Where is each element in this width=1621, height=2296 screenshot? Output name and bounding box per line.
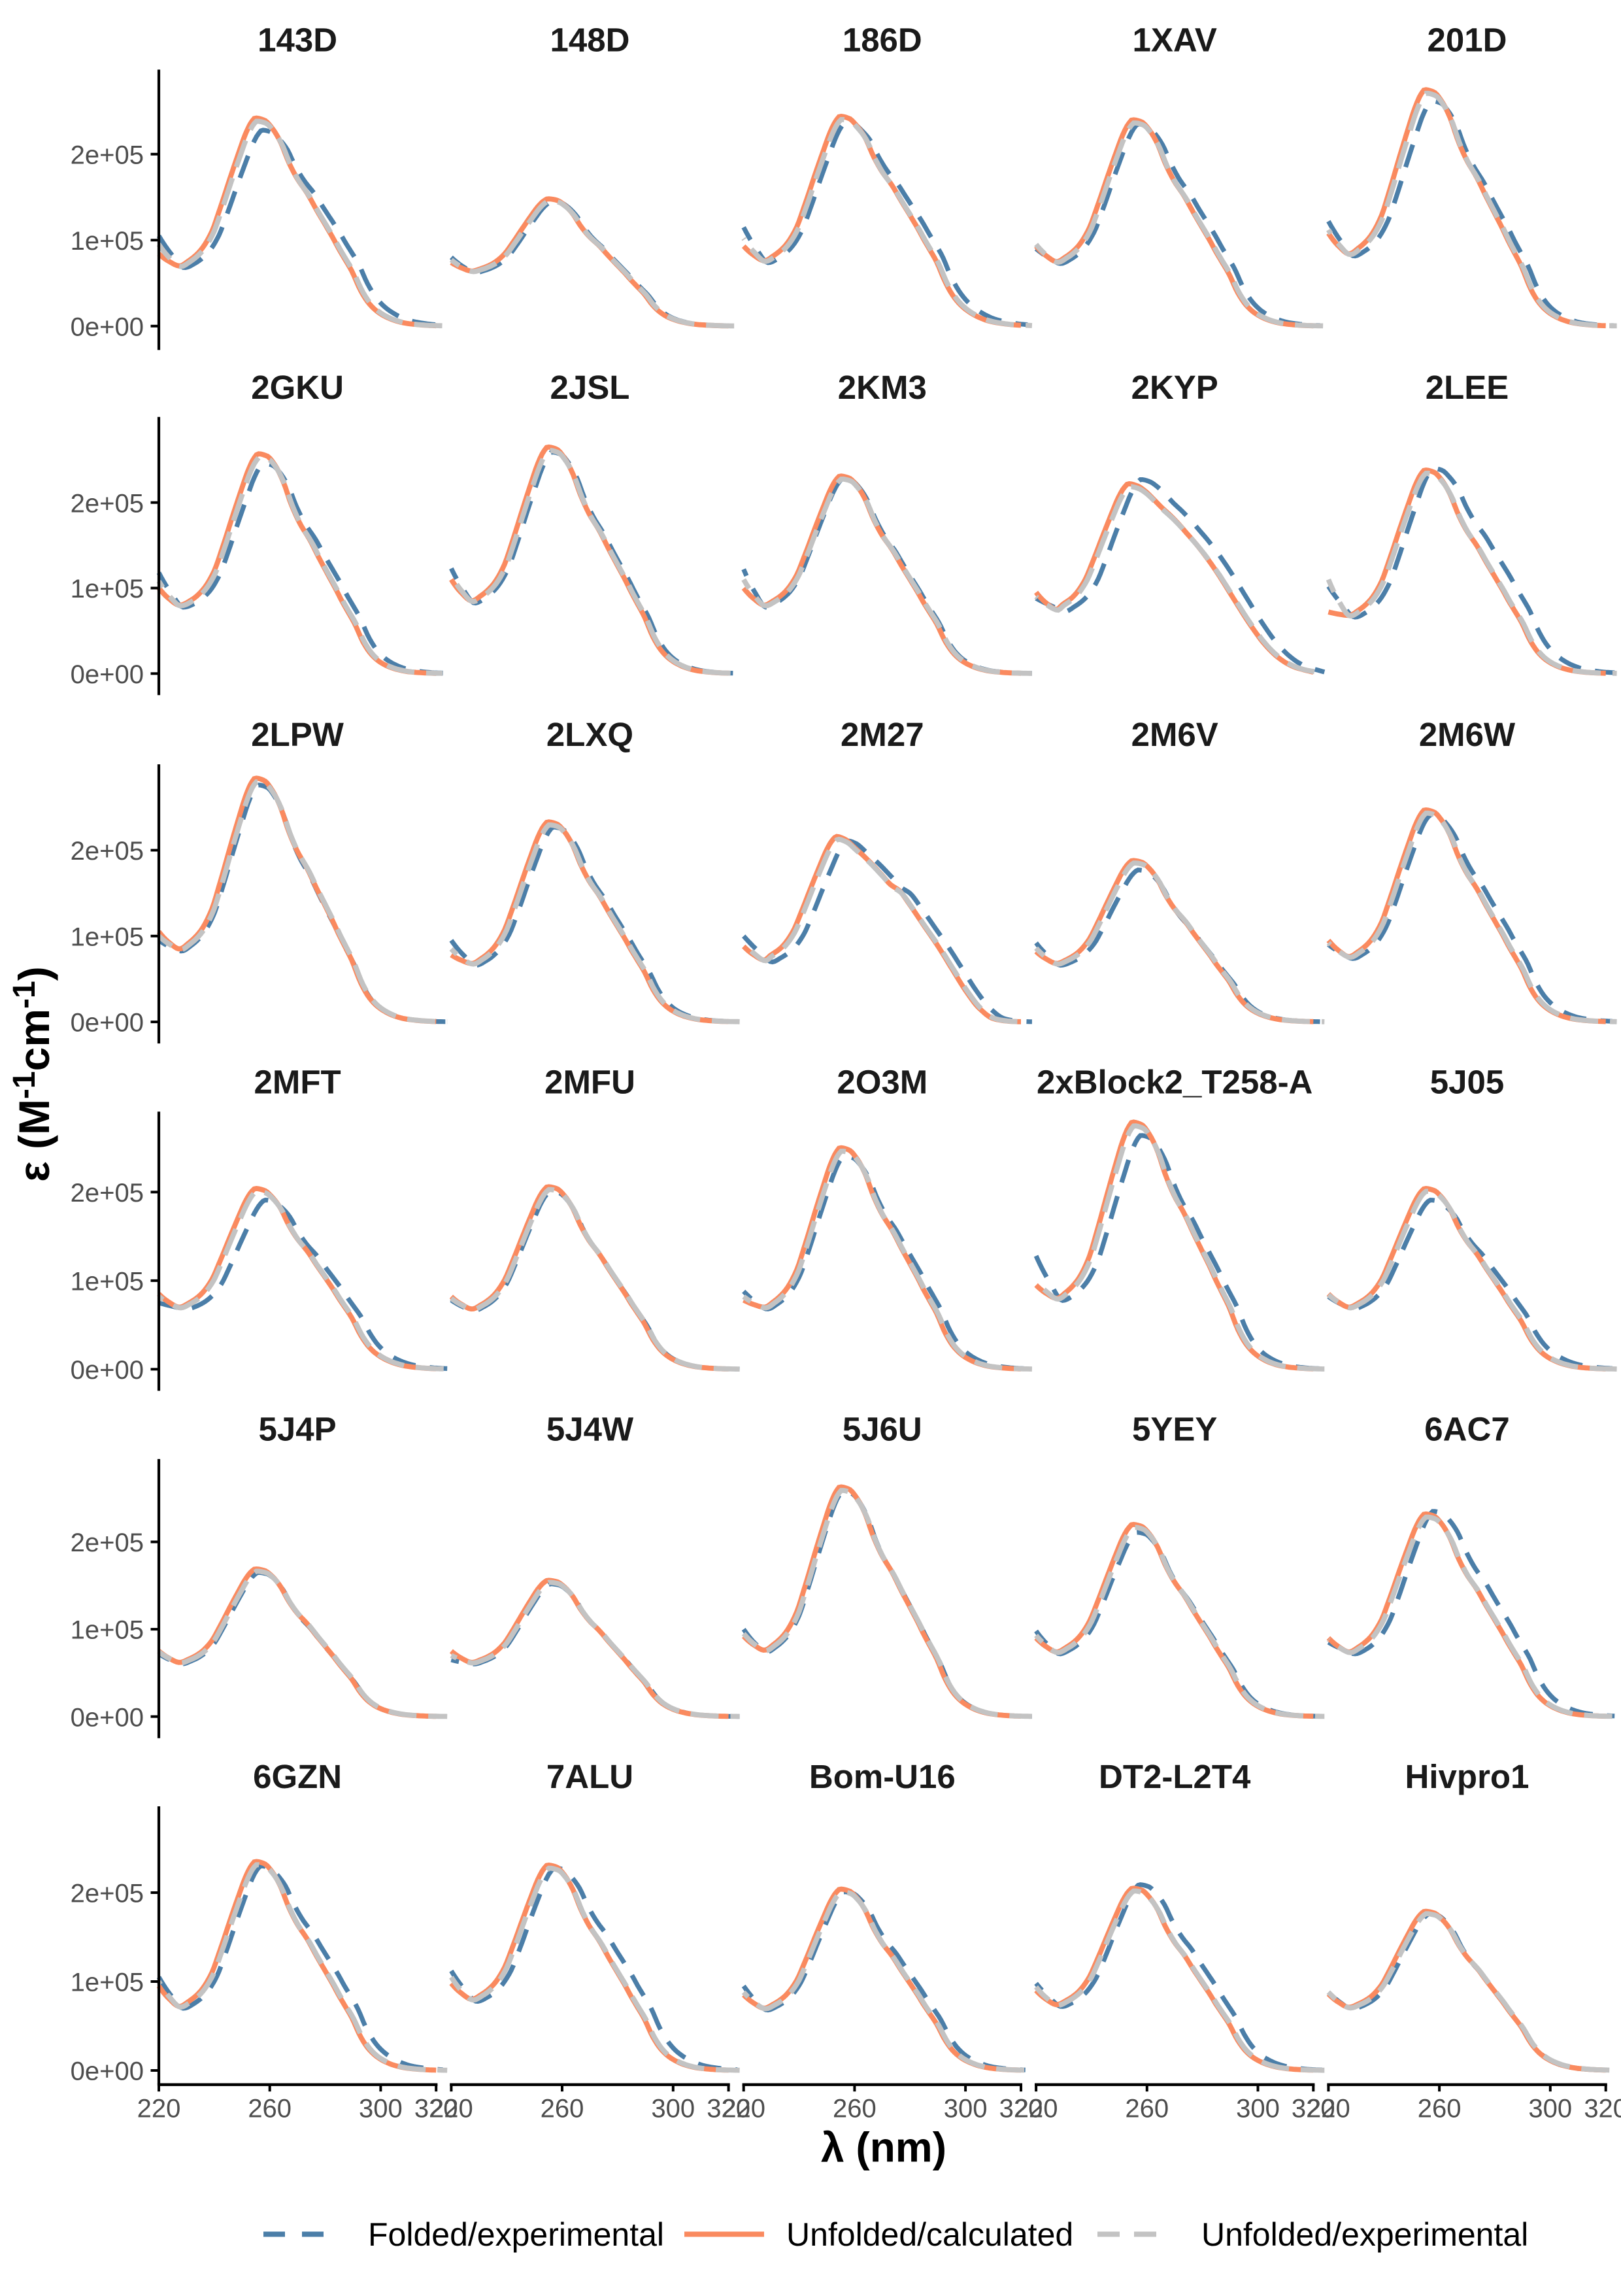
- svg-text:260: 260: [1125, 2095, 1169, 2123]
- svg-text:2e+05: 2e+05: [71, 1179, 144, 1207]
- svg-text:320: 320: [999, 2095, 1043, 2123]
- svg-text:Folded/experimental: Folded/experimental: [368, 2216, 664, 2253]
- svg-text:220: 220: [1307, 2095, 1350, 2123]
- svg-text:260: 260: [248, 2095, 292, 2123]
- svg-text:300: 300: [944, 2095, 988, 2123]
- svg-text:220: 220: [429, 2095, 473, 2123]
- svg-text:1e+05: 1e+05: [71, 1968, 144, 1997]
- svg-text:220: 220: [1014, 2095, 1058, 2123]
- svg-text:5J4P: 5J4P: [259, 1411, 337, 1448]
- svg-text:320: 320: [1584, 2095, 1621, 2123]
- svg-text:Unfolded/experimental: Unfolded/experimental: [1201, 2216, 1528, 2253]
- svg-text:2M6V: 2M6V: [1131, 716, 1218, 753]
- svg-text:1e+05: 1e+05: [71, 227, 144, 256]
- svg-text:2GKU: 2GKU: [251, 369, 344, 406]
- svg-text:2KM3: 2KM3: [838, 369, 927, 406]
- svg-text:5J6U: 5J6U: [843, 1411, 922, 1448]
- svg-text:0e+00: 0e+00: [71, 660, 144, 689]
- svg-text:1e+05: 1e+05: [71, 1268, 144, 1296]
- svg-text:300: 300: [651, 2095, 695, 2123]
- svg-text:2MFT: 2MFT: [254, 1063, 341, 1100]
- svg-text:1e+05: 1e+05: [71, 575, 144, 603]
- svg-text:Bom-U16: Bom-U16: [809, 1758, 956, 1795]
- svg-text:6AC7: 6AC7: [1424, 1411, 1509, 1448]
- svg-text:320: 320: [414, 2095, 458, 2123]
- svg-text:0e+00: 0e+00: [71, 1356, 144, 1385]
- svg-text:320: 320: [1292, 2095, 1335, 2123]
- svg-text:260: 260: [541, 2095, 584, 2123]
- svg-text:5J4W: 5J4W: [546, 1411, 634, 1448]
- svg-text:2e+05: 2e+05: [71, 141, 144, 169]
- svg-text:2JSL: 2JSL: [550, 369, 630, 406]
- svg-text:DT2-L2T4: DT2-L2T4: [1099, 1758, 1251, 1795]
- svg-text:Unfolded/calculated: Unfolded/calculated: [786, 2216, 1073, 2253]
- svg-text:2LXQ: 2LXQ: [546, 716, 633, 753]
- svg-text:2e+05: 2e+05: [71, 837, 144, 866]
- svg-text:2M27: 2M27: [841, 716, 924, 753]
- svg-text:2MFU: 2MFU: [544, 1063, 635, 1100]
- svg-text:2O3M: 2O3M: [837, 1063, 927, 1100]
- svg-text:148D: 148D: [550, 22, 630, 59]
- svg-text:186D: 186D: [843, 22, 922, 59]
- svg-text:143D: 143D: [258, 22, 337, 59]
- svg-text:1e+05: 1e+05: [71, 1616, 144, 1645]
- svg-text:260: 260: [833, 2095, 877, 2123]
- svg-text:0e+00: 0e+00: [71, 1703, 144, 1732]
- svg-text:2LEE: 2LEE: [1426, 369, 1509, 406]
- svg-text:λ (nm): λ (nm): [821, 2124, 946, 2171]
- svg-text:2e+05: 2e+05: [71, 1880, 144, 1908]
- svg-text:260: 260: [1418, 2095, 1462, 2123]
- svg-text:201D: 201D: [1428, 22, 1507, 59]
- svg-text:5J05: 5J05: [1430, 1063, 1504, 1100]
- svg-text:2M6W: 2M6W: [1419, 716, 1516, 753]
- svg-text:300: 300: [1236, 2095, 1280, 2123]
- svg-text:7ALU: 7ALU: [546, 1758, 633, 1795]
- svg-text:0e+00: 0e+00: [71, 312, 144, 341]
- svg-text:220: 220: [722, 2095, 765, 2123]
- svg-text:6GZN: 6GZN: [253, 1758, 342, 1795]
- svg-text:2LPW: 2LPW: [251, 716, 344, 753]
- svg-text:2KYP: 2KYP: [1131, 369, 1218, 406]
- svg-text:Hivpro1: Hivpro1: [1405, 1758, 1529, 1795]
- svg-text:0e+00: 0e+00: [71, 2057, 144, 2086]
- svg-text:0e+00: 0e+00: [71, 1009, 144, 1038]
- svg-text:320: 320: [707, 2095, 750, 2123]
- svg-text:1e+05: 1e+05: [71, 922, 144, 951]
- svg-text:300: 300: [359, 2095, 403, 2123]
- svg-text:2xBlock2_T258-A: 2xBlock2_T258-A: [1037, 1063, 1312, 1100]
- svg-text:2e+05: 2e+05: [71, 1528, 144, 1557]
- svg-text:2e+05: 2e+05: [71, 489, 144, 518]
- svg-text:1XAV: 1XAV: [1132, 22, 1216, 59]
- svg-text:220: 220: [137, 2095, 181, 2123]
- svg-text:5YEY: 5YEY: [1132, 1411, 1217, 1448]
- svg-text:300: 300: [1528, 2095, 1572, 2123]
